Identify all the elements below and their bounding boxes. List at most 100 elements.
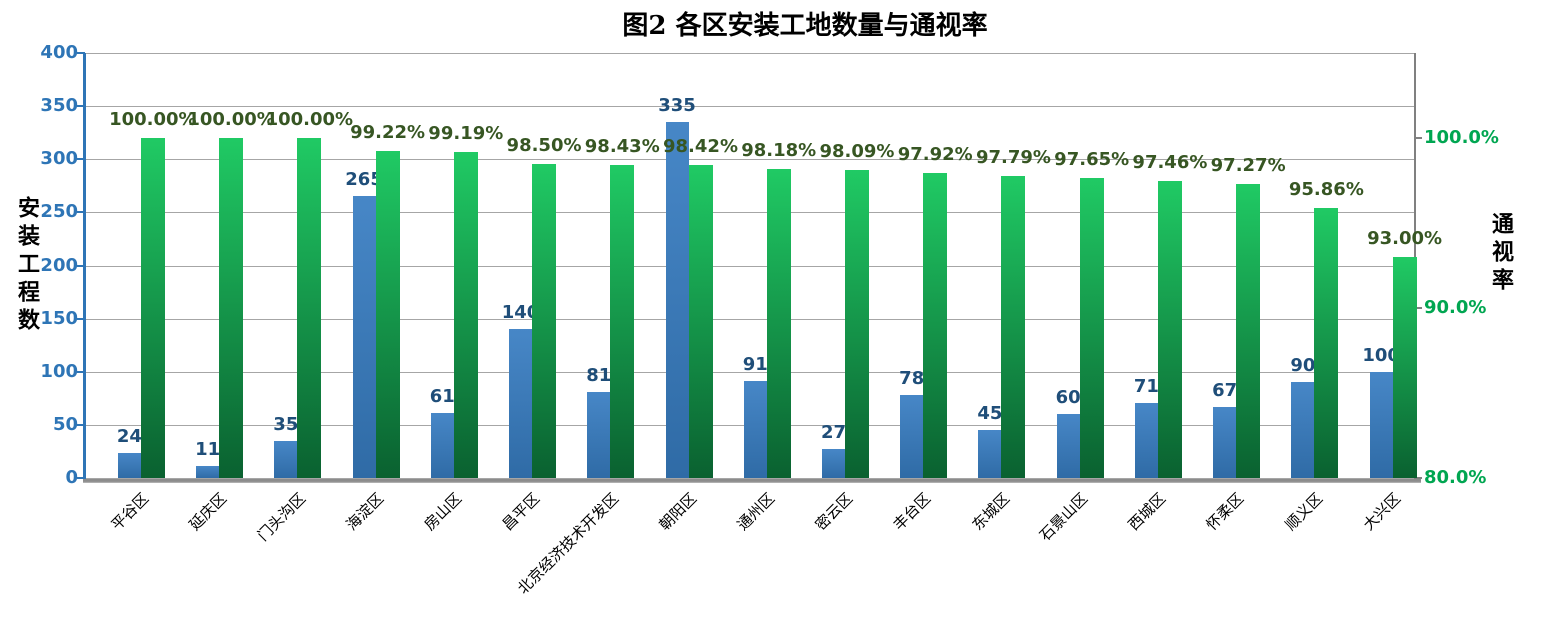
left-axis-tick [77,317,85,320]
x-axis-label: 西城区 [1124,489,1170,534]
visibility-rate-bar[interactable] [610,164,635,478]
install-count-bar[interactable] [900,395,924,478]
gridline [85,212,1415,214]
x-axis-label: 朝阳区 [655,489,700,534]
install-count-bar[interactable] [1056,414,1080,478]
right-axis-tick-label: 100.0% [1424,127,1499,148]
visibility-rate-label: 97.46% [1132,152,1208,174]
visibility-rate-bar[interactable] [219,138,244,478]
install-count-label: 78 [899,368,925,390]
x-axis-label: 延庆区 [185,489,231,534]
visibility-rate-label: 100.00% [187,109,275,130]
visibility-rate-bar[interactable] [766,168,791,478]
install-count-label: 45 [977,403,1003,425]
install-count-bar[interactable] [978,430,1002,478]
install-count-label: 11 [195,439,221,461]
visibility-rate-bar[interactable] [297,138,322,478]
x-axis-label: 通州区 [733,489,779,534]
install-count-label: 81 [586,364,612,386]
left-axis-tick-label: 300 [40,148,78,170]
install-count-bar[interactable] [509,329,533,478]
left-axis-tick [77,105,85,108]
left-axis-tick [77,423,85,426]
visibility-rate-bar[interactable] [923,173,948,478]
install-count-label: 60 [1055,387,1081,409]
install-count-bar[interactable] [274,440,298,478]
visibility-rate-label: 95.86% [1288,179,1364,201]
visibility-rate-bar[interactable] [844,170,869,478]
install-count-bar[interactable] [587,391,611,478]
install-count-bar[interactable] [196,466,220,478]
left-axis-tick-label: 50 [52,413,78,435]
visibility-rate-label: 97.27% [1210,155,1286,177]
install-count-label: 335 [658,95,696,117]
visibility-rate-bar[interactable] [1001,175,1026,478]
x-axis-label: 昌平区 [498,489,544,534]
visibility-rate-bar[interactable] [688,164,713,478]
gridline [85,371,1415,373]
install-count-label: 90 [1290,355,1316,377]
left-axis-tick [77,211,85,214]
visibility-rate-label: 99.22% [350,122,426,144]
left-axis-line [83,53,86,482]
install-count-bar[interactable] [665,122,689,478]
visibility-rate-bar[interactable] [1157,181,1182,478]
install-count-label: 140 [501,302,540,324]
install-count-label: 100 [1362,344,1400,366]
visibility-rate-label: 100.00% [109,109,197,130]
x-axis-label: 顺义区 [1281,489,1326,534]
gridline [85,478,1415,479]
visibility-rate-label: 98.09% [819,141,895,163]
install-count-bar[interactable] [1369,371,1393,478]
install-count-label: 61 [429,386,455,408]
chart-title: 图2 各区安装工地数量与通视率 [622,11,988,41]
install-count-bar[interactable] [1213,406,1237,478]
visibility-rate-label: 98.43% [584,135,660,157]
x-axis-label: 平谷区 [107,489,153,534]
install-count-label: 27 [820,422,846,444]
left-axis-tick [77,477,85,479]
install-count-bar[interactable] [430,413,454,478]
visibility-rate-label: 99.19% [428,122,504,144]
x-axis-label: 大兴区 [1359,489,1405,534]
gridline [85,265,1415,267]
install-count-bar[interactable] [1291,382,1315,478]
visibility-rate-label: 100.00% [265,109,354,130]
visibility-rate-label: 98.42% [663,135,738,157]
x-axis-label: 海淀区 [342,489,387,534]
left-axis-tick [77,158,85,161]
visibility-rate-bar[interactable] [1392,257,1417,478]
x-axis-label: 丰台区 [890,489,935,534]
install-count-bar[interactable] [117,452,141,478]
visibility-rate-bar[interactable] [532,163,557,478]
left-axis-tick-label: 350 [40,95,78,117]
install-count-label: 71 [1133,375,1159,397]
right-axis-tick [1415,307,1422,309]
install-count-bar[interactable] [821,449,845,478]
right-axis-tick [1415,477,1422,479]
gridline [85,159,1415,161]
install-count-bar[interactable] [743,381,767,478]
bottom-axis-line [83,479,1421,483]
install-count-bar[interactable] [1134,402,1158,478]
left-axis-tick [77,264,85,267]
visibility-rate-bar[interactable] [140,138,165,478]
visibility-rate-label: 97.65% [1054,148,1130,170]
install-count-label: 24 [116,425,142,447]
left-axis-tick-label: 150 [40,307,78,329]
install-count-bar[interactable] [352,196,376,478]
left-axis-title: 安装工程数 [14,196,39,336]
visibility-rate-bar[interactable] [453,151,478,478]
visibility-rate-bar[interactable] [1314,208,1339,478]
visibility-rate-label: 98.50% [506,134,582,156]
right-axis-tick-label: 80.0% [1424,467,1487,488]
visibility-rate-bar[interactable] [1236,184,1261,478]
install-count-label: 265 [345,169,383,191]
visibility-rate-bar[interactable] [375,151,400,478]
left-axis-tick-label: 250 [40,201,78,223]
right-axis-title: 通视率 [1488,212,1513,296]
gridline [85,318,1415,320]
left-axis-tick [77,52,85,54]
visibility-rate-bar[interactable] [1079,177,1104,478]
